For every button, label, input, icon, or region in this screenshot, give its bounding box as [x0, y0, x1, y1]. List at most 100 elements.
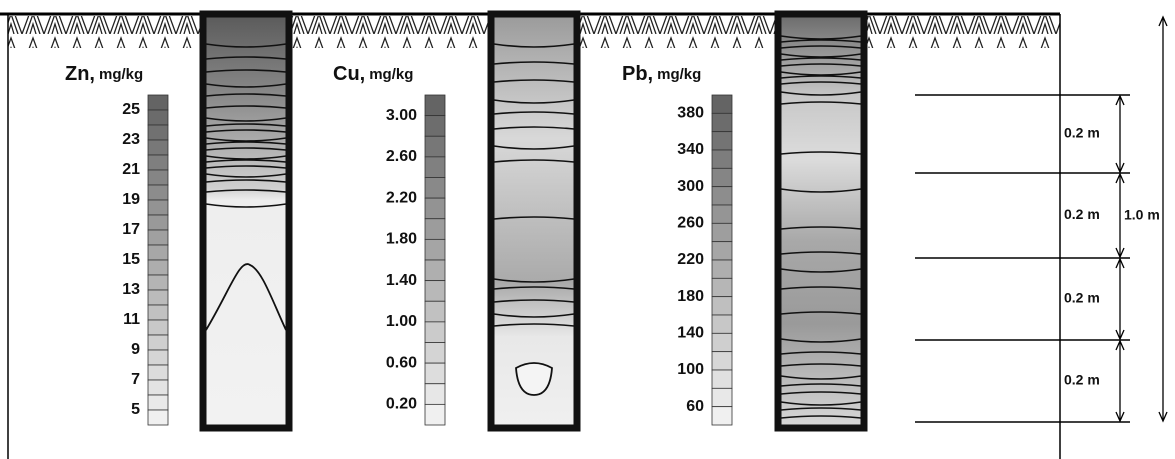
legend-cell: [712, 315, 732, 333]
scale-label: 220: [677, 251, 704, 268]
scale-label: 7: [131, 371, 140, 388]
legend-cell: [425, 343, 445, 364]
legend-cell: [425, 404, 445, 425]
legend-cell: [148, 335, 168, 350]
scale-label: 19: [122, 191, 140, 208]
scale-label: 17: [122, 221, 140, 238]
scale-label: 2.60: [386, 148, 417, 165]
legend-cell: [425, 384, 445, 405]
legend-cell: [425, 95, 445, 116]
legend-cell: [712, 205, 732, 223]
legend-cell: [148, 185, 168, 200]
element-label: Zn,mg/kg: [65, 63, 143, 85]
scale-label: 23: [122, 131, 140, 148]
legend-cell: [712, 407, 732, 425]
scale-label: 3.00: [386, 107, 417, 124]
scale-label: 11: [123, 311, 140, 328]
scale-label: 5: [131, 401, 140, 418]
layer-label: 0.2 m: [1064, 125, 1100, 141]
scale-label: 260: [677, 215, 704, 232]
scale-label: 340: [677, 141, 704, 158]
element-unit: mg/kg: [657, 66, 701, 83]
depth-scale: 0.2 m 0.2 m 0.2 m 0.2 m 1.0 m: [915, 17, 1167, 422]
legend-cell: [712, 150, 732, 168]
legend-cell: [425, 116, 445, 137]
legend-cell: [712, 242, 732, 260]
legend-cell: [712, 388, 732, 406]
legend-cell: [148, 200, 168, 215]
scale-label: 1.80: [386, 231, 417, 248]
legend-cell: [712, 370, 732, 388]
legend-cell: [148, 290, 168, 305]
legend-cell: [148, 350, 168, 365]
legend-cell: [712, 223, 732, 241]
element-name: Pb,: [622, 63, 653, 85]
legend-cell: [712, 132, 732, 150]
legend-cell: [425, 178, 445, 199]
legend-cell: [148, 320, 168, 335]
legend-cell: [712, 187, 732, 205]
legend-cell: [425, 157, 445, 178]
scale-label: 60: [686, 398, 704, 415]
layer-label: 0.2 m: [1064, 206, 1100, 222]
scale-label: 1.40: [386, 272, 417, 289]
element-name: Cu,: [333, 63, 365, 85]
legend-cell: [148, 170, 168, 185]
legend-cell: [712, 278, 732, 296]
scale-label: 100: [677, 361, 704, 378]
scale-label: 2.20: [386, 189, 417, 206]
scale-label: 25: [122, 101, 140, 118]
legend-cell: [712, 297, 732, 315]
scale-label: 180: [677, 288, 704, 305]
legend-cell: [425, 301, 445, 322]
legend-cell: [425, 322, 445, 343]
element-unit: mg/kg: [99, 66, 143, 83]
element-name: Zn,: [65, 63, 95, 85]
scale-label: 0.20: [386, 396, 417, 413]
legend-cell: [148, 155, 168, 170]
scale-label: 21: [122, 161, 140, 178]
legend-cell: [425, 363, 445, 384]
legend-cell: [425, 198, 445, 219]
legend-cell: [148, 140, 168, 155]
legend-cell: [148, 365, 168, 380]
legend-cell: [712, 260, 732, 278]
legend-cell: [712, 168, 732, 186]
soil-column: [204, 14, 288, 428]
legend-cell: [148, 260, 168, 275]
legend-cell: [425, 219, 445, 240]
scale-label: 13: [122, 281, 140, 298]
scale-label: 15: [122, 251, 140, 268]
legend-cell: [148, 395, 168, 410]
legend-cell: [148, 95, 168, 110]
scale-label: 380: [677, 105, 704, 122]
legend-cell: [148, 380, 168, 395]
legend-cell: [712, 95, 732, 113]
legend-cell: [712, 352, 732, 370]
legend-cell: [425, 260, 445, 281]
legend-cell: [148, 305, 168, 320]
scale-label: 0.60: [386, 354, 417, 371]
element-label: Pb,mg/kg: [622, 63, 701, 85]
scale-label: 1.00: [386, 313, 417, 330]
legend-cell: [425, 281, 445, 302]
figure: Zn,mg/kg2523211917151311975Cu,mg/kg3.002…: [0, 0, 1175, 459]
legend-cell: [148, 125, 168, 140]
scale-label: 300: [677, 178, 704, 195]
legend-cell: [425, 239, 445, 260]
legend-cell: [148, 110, 168, 125]
legend-cell: [712, 333, 732, 351]
legend-cell: [148, 245, 168, 260]
legend-cell: [148, 215, 168, 230]
scale-label: 9: [131, 341, 140, 358]
total-label: 1.0 m: [1124, 207, 1160, 223]
legend-cell: [712, 113, 732, 131]
layer-label: 0.2 m: [1064, 290, 1100, 306]
layer-label: 0.2 m: [1064, 372, 1100, 388]
element-label: Cu,mg/kg: [333, 63, 413, 85]
scale-label: 140: [677, 325, 704, 342]
legend-cell: [148, 410, 168, 425]
legend-cell: [425, 136, 445, 157]
legend-cell: [148, 275, 168, 290]
element-unit: mg/kg: [369, 66, 413, 83]
